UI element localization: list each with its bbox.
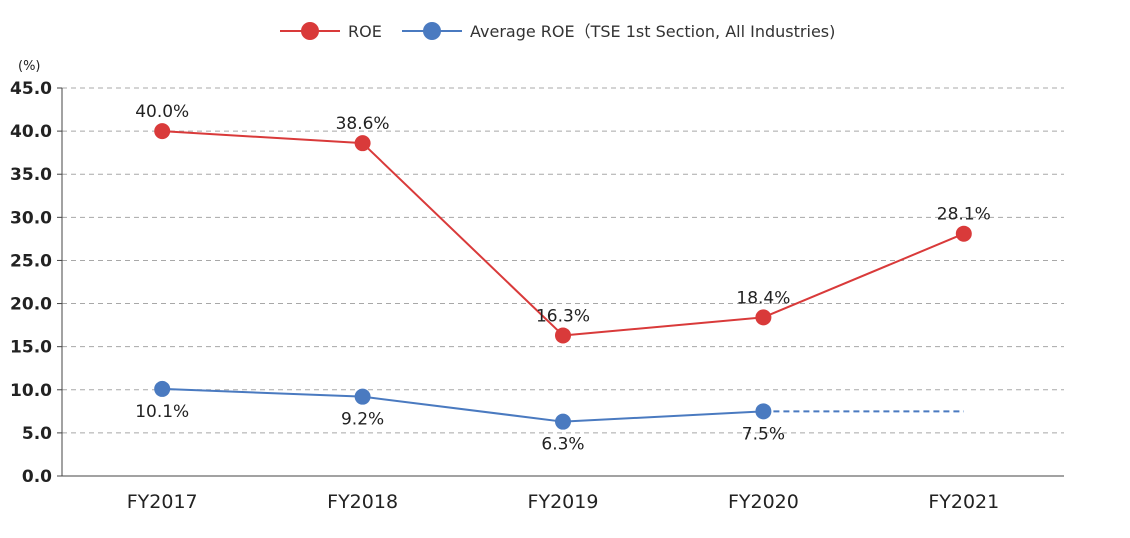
y-tick-label: 0.0	[22, 467, 52, 487]
data-label: 6.3%	[541, 435, 584, 455]
series-segment	[162, 387, 363, 398]
series-segment	[562, 316, 764, 337]
data-label: 18.4%	[736, 288, 790, 308]
data-point	[555, 327, 571, 344]
y-tick-label: 25.0	[10, 251, 52, 271]
y-tick-label: 10.0	[10, 381, 52, 401]
y-tick-label: 15.0	[10, 338, 52, 358]
legend-marker-roe	[301, 22, 319, 40]
data-label: 10.1%	[135, 402, 189, 422]
data-point	[354, 135, 371, 152]
data-point	[154, 380, 171, 397]
x-tick-label: FY2020	[728, 491, 799, 513]
data-point	[354, 388, 371, 405]
data-point	[154, 123, 171, 140]
x-tick-label: FY2017	[127, 491, 198, 513]
data-label: 38.6%	[336, 114, 390, 134]
series-segment	[362, 395, 564, 423]
series-1	[154, 380, 964, 430]
x-axis-ticks: FY2017 FY2018 FY2019 FY2020 FY2021	[127, 491, 999, 513]
legend-item-average-roe: Average ROE（TSE 1st Section, All Industr…	[402, 22, 835, 41]
gridlines	[62, 87, 1064, 434]
data-label: 16.3%	[536, 306, 590, 326]
legend-item-roe: ROE	[280, 22, 382, 41]
y-axis-ticks: 0.0 5.0 10.0 15.0 20.0 25.0 30.0 35.0 40.0 45.0	[10, 79, 62, 487]
data-point	[755, 309, 772, 326]
series-segment	[361, 142, 564, 337]
data-label: 9.2%	[341, 410, 384, 430]
data-label: 7.5%	[742, 424, 785, 444]
y-tick-label: 5.0	[22, 424, 52, 444]
y-tick-label: 40.0	[10, 122, 52, 142]
data-point	[755, 403, 772, 420]
legend-label-average-roe: Average ROE（TSE 1st Section, All Industr…	[470, 22, 835, 41]
data-labels: 40.0% 38.6% 16.3% 18.4% 28.1% 10.1% 9.2% 6.3% 7.…	[135, 102, 991, 455]
series-0	[154, 123, 972, 344]
y-tick-label: 45.0	[10, 79, 52, 99]
y-tick-label: 30.0	[10, 208, 52, 228]
data-label: 40.0%	[135, 102, 189, 122]
x-tick-label: FY2019	[528, 491, 599, 513]
data-label: 28.1%	[937, 205, 991, 225]
y-axis-unit-label: (%)	[18, 59, 41, 74]
series-segment	[763, 232, 965, 319]
series-segment	[562, 410, 764, 423]
y-tick-label: 20.0	[10, 295, 52, 315]
legend-label-roe: ROE	[348, 22, 382, 41]
series-segment	[162, 130, 363, 145]
x-tick-label: FY2021	[928, 491, 999, 513]
x-tick-label: FY2018	[327, 491, 398, 513]
series-layer	[154, 123, 972, 430]
y-tick-label: 35.0	[10, 165, 52, 185]
data-point	[555, 413, 571, 430]
axes	[61, 88, 1064, 477]
legend-marker-average-roe	[423, 22, 441, 40]
data-point	[955, 225, 972, 242]
legend: ROE Average ROE（TSE 1st Section, All Ind…	[280, 22, 835, 41]
